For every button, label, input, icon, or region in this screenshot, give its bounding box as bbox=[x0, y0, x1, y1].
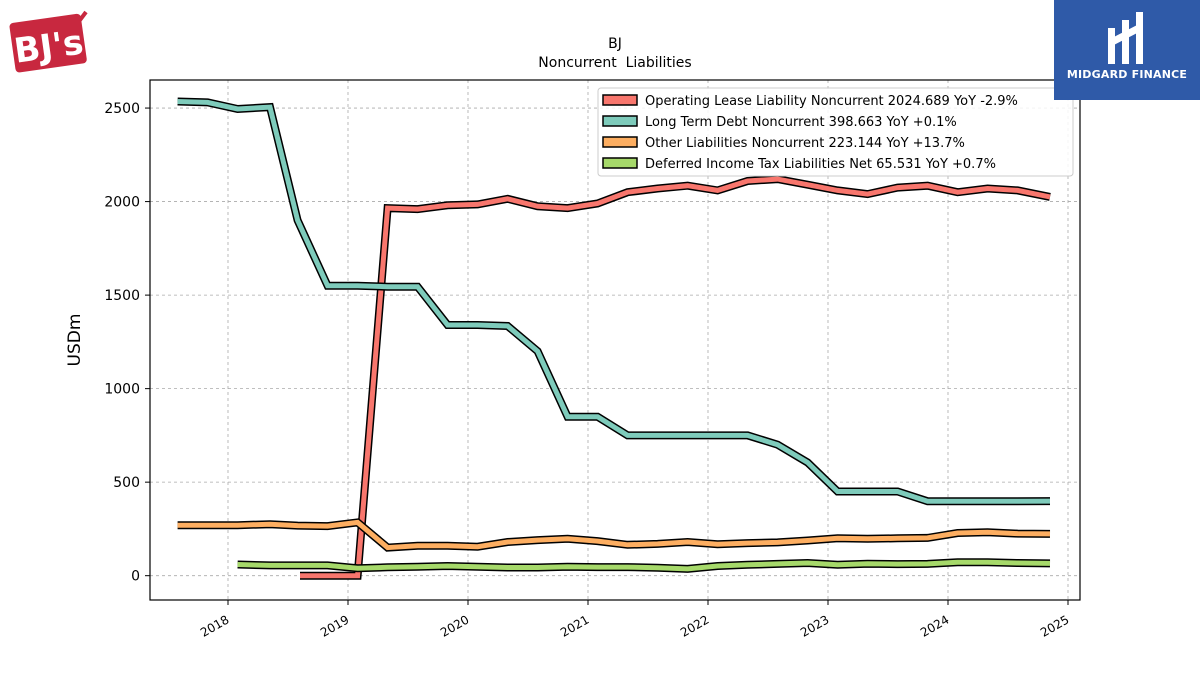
y-tick-label: 1500 bbox=[104, 288, 140, 304]
legend-box bbox=[597, 87, 1074, 177]
x-tick-label: 2018 bbox=[198, 612, 231, 639]
legend-label-2: Other Liabilities Noncurrent 223.144 YoY… bbox=[645, 136, 965, 151]
series-line-0 bbox=[300, 176, 1051, 579]
legend-label-0: Operating Lease Liability Noncurrent 202… bbox=[645, 94, 1018, 109]
legend-label-3: Deferred Income Tax Liabilities Net 65.5… bbox=[645, 157, 996, 172]
series-outline-0 bbox=[300, 175, 1051, 580]
y-tick-label: 1000 bbox=[104, 382, 140, 398]
chart-title: BJ bbox=[608, 36, 622, 52]
x-tick-label: 2021 bbox=[558, 612, 591, 639]
series-line-3 bbox=[237, 559, 1051, 572]
midgard-finance-logo: MIDGARD FINANCE bbox=[1054, 0, 1200, 100]
svg-text:BJ's: BJ's bbox=[12, 22, 86, 71]
y-tick-label: 2500 bbox=[104, 101, 140, 117]
series-line-1 bbox=[177, 99, 1051, 504]
x-tick-label: 2020 bbox=[438, 612, 471, 639]
legend: Operating Lease Liability Noncurrent 202… bbox=[597, 87, 1074, 177]
bjs-logo: BJ's bbox=[8, 8, 90, 76]
x-tick-label: 2022 bbox=[678, 612, 711, 639]
series-line-2 bbox=[177, 519, 1051, 551]
x-tick-label: 2019 bbox=[318, 612, 351, 639]
x-tick-label: 2024 bbox=[918, 612, 951, 639]
legend-swatch-3 bbox=[602, 157, 638, 169]
legend-swatch-0 bbox=[602, 94, 638, 106]
y-tick-label: 2000 bbox=[104, 195, 140, 211]
y-tick-label: 500 bbox=[113, 475, 140, 491]
series-lines bbox=[177, 97, 1051, 580]
midgard-finance-text: MIDGARD FINANCE bbox=[1066, 68, 1188, 81]
legend-swatch-1 bbox=[602, 115, 638, 127]
plot-frame bbox=[149, 79, 1081, 601]
y-axis-label: USDm bbox=[65, 314, 85, 367]
x-tick-label: 2023 bbox=[798, 612, 831, 639]
chart-subtitle: Noncurrent Liabilities bbox=[538, 55, 691, 71]
legend-label-1: Long Term Debt Noncurrent 398.663 YoY +0… bbox=[645, 115, 957, 130]
legend-swatch-2 bbox=[602, 136, 638, 148]
y-tick-label: 0 bbox=[131, 569, 140, 585]
x-tick-label: 2025 bbox=[1038, 612, 1071, 639]
midgard-mark-icon bbox=[1108, 12, 1143, 64]
